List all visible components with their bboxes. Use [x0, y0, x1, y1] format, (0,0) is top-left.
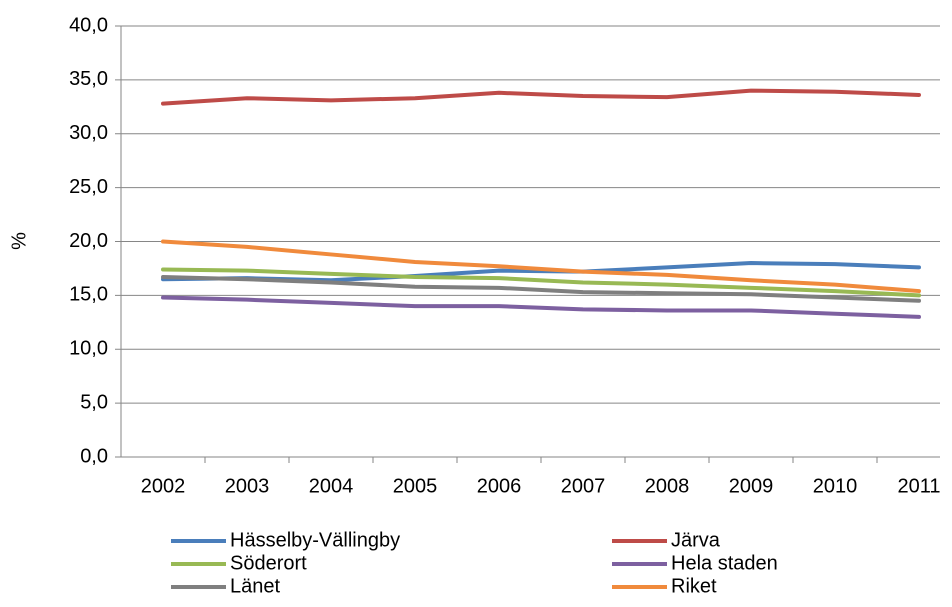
y-tick-label: 5,0	[80, 391, 108, 413]
y-tick-label: 10,0	[69, 338, 108, 360]
legend-label: Hela staden	[671, 552, 778, 574]
x-tick-label: 2002	[141, 475, 186, 497]
x-tick-label: 2008	[645, 475, 690, 497]
y-tick-label: 15,0	[69, 284, 108, 306]
y-tick-label: 40,0	[69, 14, 108, 36]
legend-label: Järva	[671, 529, 721, 551]
y-tick-label: 35,0	[69, 68, 108, 90]
x-tick-label: 2003	[225, 475, 270, 497]
legend-label: Hässelby-Vällingby	[230, 529, 400, 551]
data-line	[161, 239, 921, 294]
x-tick-label: 2009	[729, 475, 774, 497]
data-line	[161, 295, 921, 319]
data-line	[161, 88, 921, 106]
x-tick-label: 2006	[477, 475, 522, 497]
x-tick-label: 2007	[561, 475, 606, 497]
y-tick-label: 30,0	[69, 122, 108, 144]
legend-label: Riket	[671, 575, 717, 597]
x-tick-label: 2005	[393, 475, 438, 497]
y-tick-label: 0,0	[80, 445, 108, 467]
legend-label: Söderort	[230, 552, 307, 574]
legend-label: Länet	[230, 575, 280, 597]
y-tick-label: 25,0	[69, 176, 108, 198]
x-tick-label: 2010	[813, 475, 858, 497]
data-line	[161, 267, 921, 298]
y-axis-label: %	[8, 232, 30, 250]
x-tick-label: 2011	[897, 475, 940, 497]
x-tick-label: 2004	[309, 475, 354, 497]
y-tick-label: 20,0	[69, 230, 108, 252]
data-line	[161, 275, 921, 303]
